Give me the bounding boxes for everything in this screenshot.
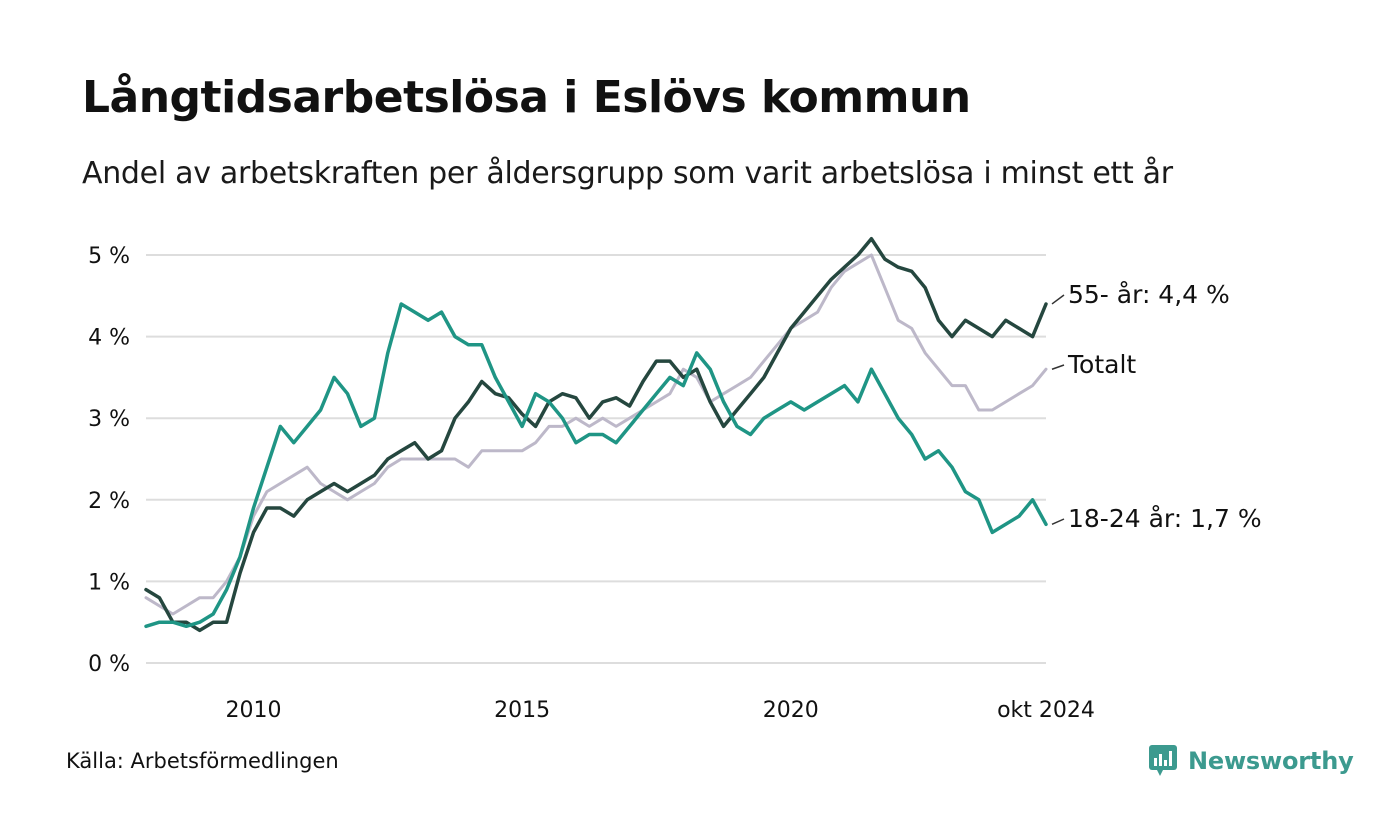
brand-logo: Newsworthy: [1148, 744, 1354, 778]
label-leader: [1051, 294, 1065, 305]
label-leader: [1051, 518, 1065, 525]
series-labels: Totalt 55- år: 4,4 % 18-24 år: 1,7 %: [1051, 280, 1262, 533]
x-axis: 2010 2015 2020 okt 2024: [225, 698, 1094, 723]
series-label: 18-24 år: 1,7 %: [1068, 504, 1262, 533]
grid-layer: [146, 254, 1046, 664]
y-tick-label: 2 %: [88, 489, 130, 514]
series-layer: [144, 236, 1048, 633]
page-title: Långtidsarbetslösa i Eslövs kommun: [82, 72, 971, 123]
y-tick-label: 3 %: [88, 407, 130, 432]
y-tick-label: 1 %: [88, 570, 130, 595]
bar-chart-bubble-icon: [1149, 745, 1177, 776]
source-note: Källa: Arbetsförmedlingen: [66, 749, 339, 773]
series-label: Totalt: [1067, 350, 1136, 379]
y-tick-label: 0 %: [88, 652, 130, 677]
y-tick-label: 4 %: [88, 326, 130, 351]
series-line-55-r: [144, 236, 1048, 633]
x-tick-label: 2015: [494, 698, 550, 723]
label-leader: [1051, 364, 1065, 370]
x-tick-label: okt 2024: [997, 698, 1095, 723]
series-line-totalt: [144, 253, 1048, 616]
x-tick-label: 2010: [225, 698, 281, 723]
x-tick-label: 2020: [763, 698, 819, 723]
y-tick-label: 5 %: [88, 244, 130, 269]
y-axis: 0 % 1 % 2 % 3 % 4 % 5 %: [88, 244, 130, 677]
brand-name: Newsworthy: [1188, 747, 1354, 775]
page-subtitle: Andel av arbetskraften per åldersgrupp s…: [82, 156, 1173, 191]
series-line-18-24-r: [144, 302, 1048, 629]
series-label: 55- år: 4,4 %: [1068, 280, 1230, 309]
